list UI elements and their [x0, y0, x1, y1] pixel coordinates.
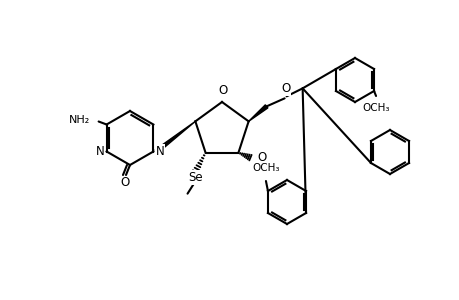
Polygon shape	[155, 121, 195, 153]
Text: O: O	[218, 84, 227, 97]
Text: OCH₃: OCH₃	[252, 163, 279, 173]
Text: N: N	[155, 145, 164, 158]
Polygon shape	[248, 105, 267, 121]
Text: OCH₃: OCH₃	[362, 103, 389, 113]
Text: NH₂: NH₂	[69, 115, 90, 124]
Text: Se: Se	[188, 171, 202, 184]
Text: O: O	[280, 82, 290, 95]
Text: O: O	[120, 176, 129, 190]
Text: N: N	[95, 145, 104, 158]
Text: O: O	[257, 151, 266, 164]
